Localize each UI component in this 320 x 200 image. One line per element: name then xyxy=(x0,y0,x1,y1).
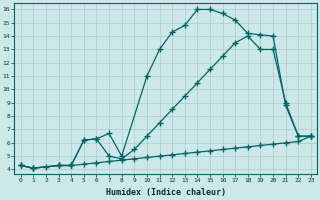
X-axis label: Humidex (Indice chaleur): Humidex (Indice chaleur) xyxy=(106,188,226,197)
